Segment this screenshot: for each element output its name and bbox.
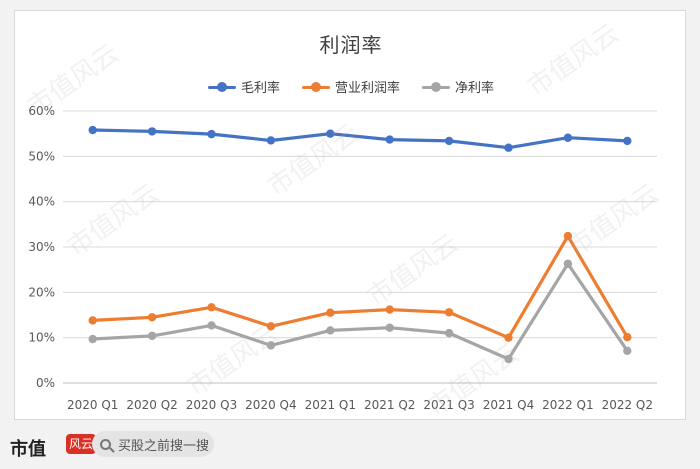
series-line: [91, 128, 629, 150]
x-tick-label: 2022 Q2: [602, 398, 653, 412]
series-line: [91, 262, 629, 361]
footer: 市值 风云 买股之前搜一搜: [0, 420, 700, 469]
plot-area: 0% 10% 20% 30% 40% 50% 60% 2020 Q1 2020 Q2 2020 Q…: [28, 104, 657, 412]
data-point: [326, 129, 335, 138]
data-point: [207, 303, 216, 312]
legend: 毛利率 营业利润率 净利率: [15, 77, 687, 96]
data-point: [385, 135, 394, 144]
data-point: [147, 331, 157, 341]
data-point: [444, 328, 454, 338]
legend-label-operating-margin: 营业利润率: [334, 81, 400, 96]
data-point: [623, 346, 632, 356]
data-point: [504, 333, 513, 342]
data-point: [88, 334, 97, 344]
y-tick-label: 0%: [36, 376, 55, 390]
legend-item-net-margin: 净利率: [422, 77, 494, 96]
data-point: [563, 231, 573, 241]
x-tick-label: 2020 Q1: [67, 398, 118, 412]
data-point: [147, 313, 157, 322]
data-point: [563, 133, 573, 142]
data-point: [563, 259, 573, 268]
x-tick-label: 2021 Q1: [305, 398, 356, 412]
legend-item-operating-margin: 营业利润率: [301, 77, 400, 96]
x-tick-label: 2021 Q4: [483, 398, 534, 412]
data-point: [326, 326, 335, 335]
search-icon: [100, 438, 111, 450]
x-tick-label: 2020 Q4: [245, 398, 296, 412]
legend-swatch-net-margin: [422, 81, 450, 93]
brand-seal: 风云: [66, 434, 96, 454]
data-point: [385, 305, 394, 314]
data-point: [88, 316, 97, 325]
chart-frame: 利润率 毛利率 营业利润率 净利率 0% 10% 20% 30% 40% 50% 60% 20…: [14, 10, 686, 420]
data-point: [504, 143, 513, 152]
y-tick-label: 60%: [28, 104, 55, 118]
data-point: [623, 136, 632, 146]
legend-label-net-margin: 净利率: [455, 81, 495, 96]
search-bar[interactable]: 买股之前搜一搜: [92, 431, 214, 457]
data-point: [266, 341, 276, 350]
y-tick-label: 10%: [28, 331, 55, 345]
data-point: [444, 308, 454, 317]
data-point: [326, 308, 335, 317]
x-tick-label: 2021 Q2: [364, 398, 415, 412]
data-point: [504, 354, 513, 364]
x-tick-label: 2020 Q2: [126, 398, 177, 412]
data-point: [207, 129, 216, 139]
search-text: 买股之前搜一搜: [118, 438, 210, 454]
x-tick-label: 2020 Q3: [186, 398, 237, 412]
data-point: [266, 322, 276, 331]
x-tick-label: 2022 Q1: [542, 398, 593, 412]
data-point: [266, 136, 276, 145]
data-point: [147, 127, 157, 136]
legend-swatch-operating-margin: [301, 81, 330, 93]
y-tick-label: 30%: [28, 240, 55, 254]
brand-logo: 市值: [10, 439, 46, 460]
x-tick-label: 2021 Q3: [423, 398, 474, 412]
legend-swatch-gross-margin: [207, 81, 236, 93]
legend-label-gross-margin: 毛利率: [240, 81, 280, 96]
data-point: [623, 333, 632, 342]
y-tick-label: 40%: [28, 195, 55, 209]
data-point: [444, 136, 454, 146]
data-point: [207, 321, 216, 330]
data-point: [88, 125, 97, 135]
y-tick-label: 50%: [28, 149, 55, 163]
y-tick-label: 20%: [28, 285, 55, 299]
series-line: [91, 234, 629, 340]
chart-title: 利润率: [319, 33, 383, 57]
legend-item-gross-margin: 毛利率: [207, 77, 280, 96]
data-point: [385, 323, 394, 332]
